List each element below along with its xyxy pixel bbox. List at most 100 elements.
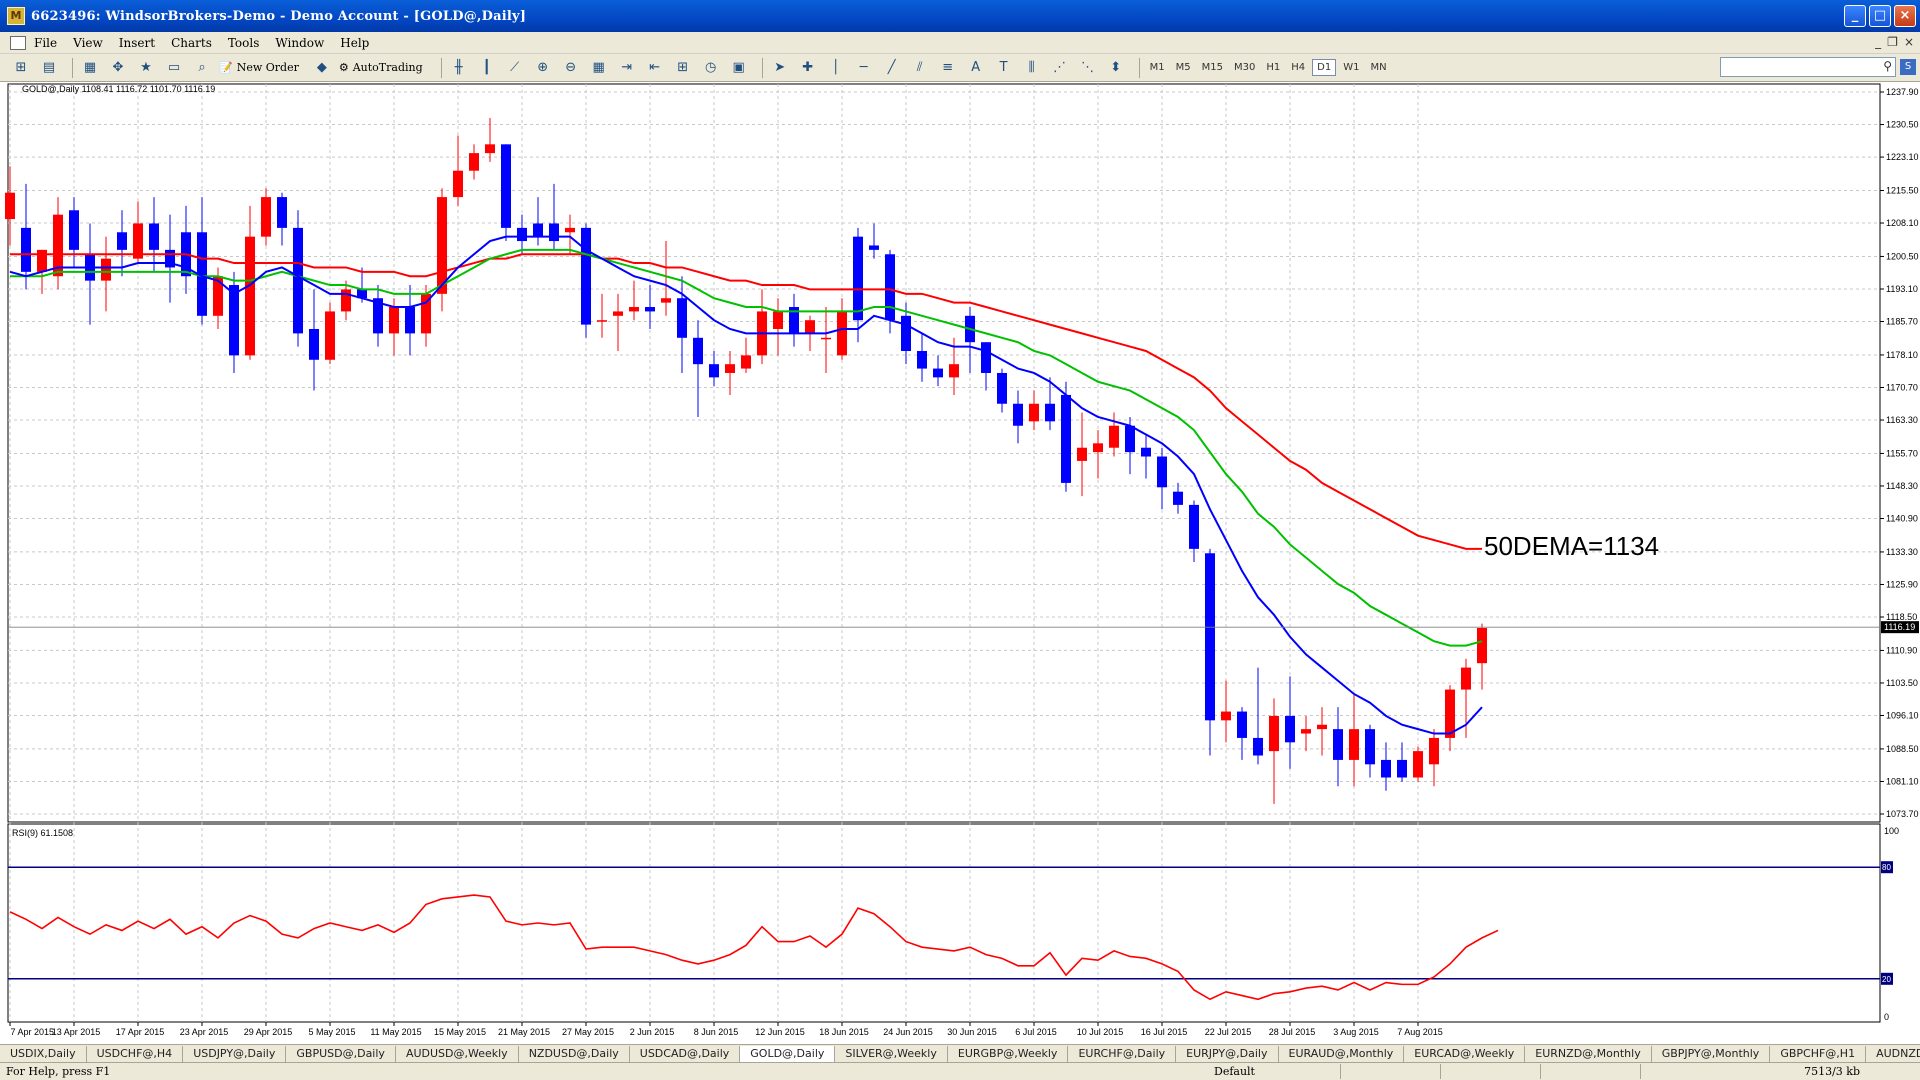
candlestick-icon[interactable]: ┃ xyxy=(482,60,491,75)
symbol-tab[interactable]: EURCHF@,Daily xyxy=(1068,1045,1177,1062)
mdi-close-icon[interactable]: × xyxy=(1903,35,1914,49)
symbol-tab[interactable]: EURAUD@,Monthly xyxy=(1279,1045,1405,1062)
mdi-restore-icon[interactable]: ❐ xyxy=(1887,35,1898,49)
zoom-out-icon[interactable]: ⊖ xyxy=(565,60,577,75)
minimize-button[interactable]: _ xyxy=(1844,5,1866,27)
text-label-icon[interactable]: T xyxy=(999,60,1008,75)
zoom-in-icon[interactable]: ⊕ xyxy=(537,60,549,75)
candle-bear xyxy=(1253,737,1263,756)
menu-insert[interactable]: Insert xyxy=(118,35,156,50)
text-icon[interactable]: A xyxy=(971,60,981,75)
metaeditor-icon[interactable]: ◆ xyxy=(316,60,327,75)
equidistant-channel-icon[interactable]: ⫽ xyxy=(916,60,923,75)
candle-bull xyxy=(245,236,255,356)
timeframe-d1[interactable]: D1 xyxy=(1312,59,1337,76)
symbol-tab[interactable]: EURCAD@,Weekly xyxy=(1404,1045,1526,1062)
symbol-tab[interactable]: EURGBP@,Weekly xyxy=(948,1045,1069,1062)
candle-bear xyxy=(1061,394,1071,483)
mdi-minimize-icon[interactable]: _ xyxy=(1875,35,1882,49)
timeframe-mn[interactable]: MN xyxy=(1370,62,1387,73)
community-icon[interactable]: S xyxy=(1900,59,1916,75)
symbol-tab[interactable]: SILVER@,Weekly xyxy=(835,1045,948,1062)
fibo-arcs-icon[interactable]: ⋱ xyxy=(1081,60,1095,75)
arrows-icon[interactable]: ⬍ xyxy=(1110,60,1122,75)
symbol-tab[interactable]: GBPUSD@,Daily xyxy=(286,1045,396,1062)
bar-chart-icon[interactable]: ╫ xyxy=(454,60,463,75)
date-label: 22 Jul 2015 xyxy=(1205,1027,1252,1037)
periods-icon[interactable]: ◷ xyxy=(704,60,717,75)
rsi-panel-frame xyxy=(7,823,1881,1023)
candle-bear xyxy=(373,298,383,334)
symbol-tab[interactable]: EURJPY@,Daily xyxy=(1176,1045,1279,1062)
timeframe-w1[interactable]: W1 xyxy=(1343,62,1360,73)
candle-bear xyxy=(917,350,927,369)
timeframe-m1[interactable]: M1 xyxy=(1149,62,1165,73)
symbol-tab[interactable]: GBPCHF@,H1 xyxy=(1770,1045,1867,1062)
chart-grid xyxy=(7,83,1881,1023)
date-label: 7 Apr 2015 xyxy=(10,1027,54,1037)
tile-windows-icon[interactable]: ▦ xyxy=(592,60,605,75)
market-watch-icon[interactable]: ▦ xyxy=(83,60,97,75)
symbol-tab[interactable]: GOLD@,Daily xyxy=(740,1045,836,1062)
cursor-icon[interactable]: ➤ xyxy=(774,60,786,75)
tester-icon[interactable]: ⌕ xyxy=(198,60,206,75)
symbol-tab[interactable]: AUDUSD@,Weekly xyxy=(396,1045,519,1062)
vertical-line-icon[interactable]: │ xyxy=(831,60,840,75)
timeframe-m30[interactable]: M30 xyxy=(1234,62,1256,73)
menu-file[interactable]: File xyxy=(34,35,58,50)
horizontal-line-icon[interactable]: ─ xyxy=(859,60,868,75)
indicators-icon[interactable]: ⊞ xyxy=(677,60,689,75)
timeframe-m5[interactable]: M5 xyxy=(1175,62,1191,73)
app-icon[interactable]: M xyxy=(7,7,25,25)
auto-scroll-icon[interactable]: ⇥ xyxy=(621,60,633,75)
current-price-box xyxy=(1881,621,1919,634)
crosshair-icon[interactable]: ✚ xyxy=(802,60,814,75)
menu-window[interactable]: Window xyxy=(275,35,325,50)
maximize-button[interactable]: □ xyxy=(1869,5,1891,27)
templates-icon[interactable]: ▣ xyxy=(732,60,745,75)
gann-icon[interactable]: ⫼ xyxy=(1028,60,1035,75)
search-input[interactable]: ⚲ xyxy=(1720,57,1896,77)
search-icon[interactable]: ⚲ xyxy=(1883,59,1892,73)
symbol-tab[interactable]: USDCAD@,Daily xyxy=(630,1045,741,1062)
line-chart-icon[interactable]: ⟋ xyxy=(510,60,520,75)
chart-window[interactable]: 1237.90 1230.50 1223.10 1215.50 1208.10 1200.… xyxy=(0,82,1920,1044)
symbol-tab[interactable]: USDIX,Daily xyxy=(0,1045,87,1062)
price-label: 1081.10 xyxy=(1886,776,1919,786)
symbol-tab[interactable]: USDJPY@,Daily xyxy=(183,1045,287,1062)
menu-help[interactable]: Help xyxy=(340,35,370,50)
close-button[interactable]: × xyxy=(1894,5,1916,27)
candle-bear xyxy=(997,372,1007,404)
candle-bull xyxy=(1077,447,1087,461)
new-chart-icon[interactable]: ⊞ xyxy=(15,60,27,75)
fibo-fan-icon[interactable]: ⋰ xyxy=(1053,60,1067,75)
menu-charts[interactable]: Charts xyxy=(171,35,212,50)
navigator-icon[interactable]: ✥ xyxy=(112,60,124,75)
status-profile[interactable]: Default xyxy=(1214,1065,1255,1078)
timeframe-m15[interactable]: M15 xyxy=(1201,62,1223,73)
symbol-tab[interactable]: GBPJPY@,Monthly xyxy=(1652,1045,1771,1062)
favorites-icon[interactable]: ★ xyxy=(140,60,152,75)
chart-shift-icon[interactable]: ⇤ xyxy=(649,60,661,75)
document-icon[interactable] xyxy=(10,35,26,50)
candle-bear xyxy=(885,254,895,321)
timeframe-h1[interactable]: H1 xyxy=(1266,62,1281,73)
menu-view[interactable]: View xyxy=(73,35,103,50)
price-label: 1208.10 xyxy=(1886,218,1919,228)
chart-canvas[interactable]: 1237.90 1230.50 1223.10 1215.50 1208.10 1200.… xyxy=(0,82,1920,1044)
profiles-icon[interactable]: ▤ xyxy=(42,60,56,75)
candle-bear xyxy=(69,210,79,250)
fibonacci-icon[interactable]: ≡ xyxy=(942,60,954,75)
trendline-icon[interactable]: ╱ xyxy=(887,60,896,75)
symbol-tab[interactable]: NZDUSD@,Daily xyxy=(519,1045,630,1062)
candle-bull xyxy=(469,153,479,171)
menu-tools[interactable]: Tools xyxy=(227,35,260,50)
symbol-tab[interactable]: USDCHF@,H4 xyxy=(87,1045,184,1062)
terminal-icon[interactable]: ▭ xyxy=(167,60,181,75)
new-order-button[interactable]: 📝 New Order xyxy=(219,61,299,74)
timeframe-h4[interactable]: H4 xyxy=(1291,62,1306,73)
symbol-tab[interactable]: AUDNZD@,Monthly xyxy=(1866,1046,1920,1062)
auto-trading-button[interactable]: ⚙ AutoTrading xyxy=(339,61,423,74)
date-label: 2 Jun 2015 xyxy=(630,1027,675,1037)
symbol-tab[interactable]: EURNZD@,Monthly xyxy=(1525,1045,1652,1062)
